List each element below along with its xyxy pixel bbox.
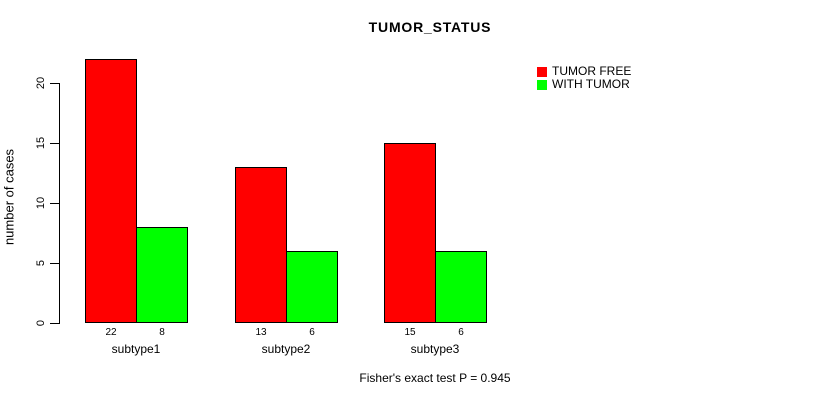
y-axis-tick-label: 20: [35, 76, 47, 90]
y-axis-tick: [50, 203, 59, 204]
bar-tumor-free-subtype2: [235, 167, 287, 323]
fisher-test-annotation: Fisher's exact test P = 0.945: [359, 371, 511, 385]
bar-count-with-tumor-subtype2: 6: [309, 327, 315, 338]
bar-count-tumor-free-subtype2: 13: [255, 327, 267, 338]
category-label-subtype2: subtype2: [261, 342, 311, 356]
chart-title: TUMOR_STATUS: [368, 19, 492, 35]
bar-with-tumor-subtype1: [136, 227, 188, 323]
y-axis-tick-label: 15: [35, 136, 47, 150]
category-label-subtype1: subtype1: [111, 342, 161, 356]
bar-count-with-tumor-subtype1: 8: [159, 327, 165, 338]
bar-count-with-tumor-subtype3: 6: [458, 327, 464, 338]
legend: TUMOR FREE WITH TUMOR: [537, 65, 631, 91]
y-axis-tick: [50, 323, 59, 324]
legend-entry-tumor-free: TUMOR FREE: [537, 65, 631, 78]
bar-tumor-free-subtype1: [85, 59, 137, 323]
y-axis-label: number of cases: [1, 148, 17, 246]
legend-label-tumor-free: TUMOR FREE: [552, 64, 632, 78]
legend-swatch-with-tumor: [537, 79, 547, 90]
y-axis-tick: [50, 263, 59, 264]
bar-count-tumor-free-subtype3: 15: [404, 327, 416, 338]
bar-with-tumor-subtype2: [286, 251, 338, 323]
y-axis-tick-label: 0: [35, 319, 47, 327]
category-label-subtype3: subtype3: [410, 342, 460, 356]
y-axis-tick: [50, 143, 59, 144]
legend-entry-with-tumor: WITH TUMOR: [537, 78, 631, 91]
bar-with-tumor-subtype3: [435, 251, 487, 323]
y-axis-tick: [50, 83, 59, 84]
legend-label-with-tumor: WITH TUMOR: [552, 77, 630, 91]
y-axis-tick-label: 10: [35, 196, 47, 210]
y-axis-line: [59, 83, 60, 324]
bar-tumor-free-subtype3: [384, 143, 436, 323]
bar-count-tumor-free-subtype1: 22: [105, 327, 117, 338]
legend-swatch-tumor-free: [537, 66, 547, 77]
y-axis-tick-label: 5: [35, 259, 47, 267]
